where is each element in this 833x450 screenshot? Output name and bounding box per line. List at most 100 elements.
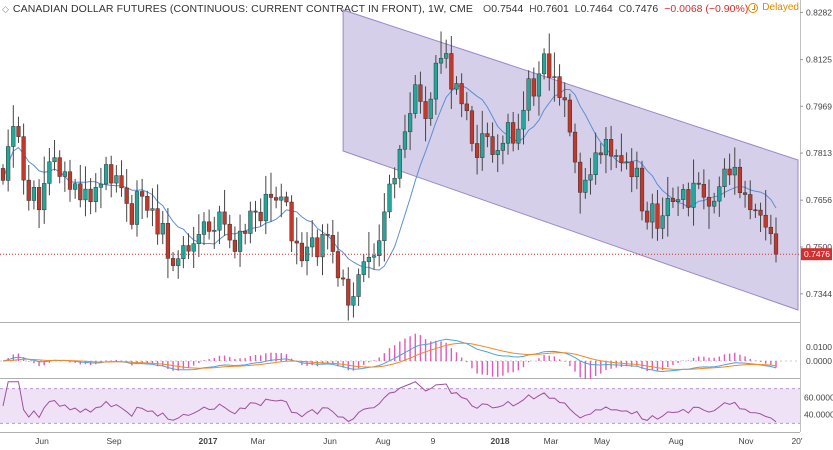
candle[interactable] (42, 156, 47, 224)
candle[interactable] (526, 70, 531, 122)
candle[interactable] (675, 186, 681, 216)
candle[interactable] (16, 116, 21, 143)
candle[interactable] (531, 67, 536, 106)
candle[interactable] (614, 149, 619, 169)
candle[interactable] (366, 231, 371, 279)
candle[interactable] (660, 197, 665, 240)
candle[interactable] (160, 210, 165, 245)
candle[interactable] (88, 178, 93, 215)
candle[interactable] (284, 191, 289, 207)
candle[interactable] (438, 31, 444, 74)
candle[interactable] (289, 195, 294, 253)
candle[interactable] (294, 217, 299, 265)
candle[interactable] (346, 267, 351, 321)
candle[interactable] (469, 105, 475, 152)
candle[interactable] (547, 33, 552, 91)
candle[interactable] (361, 254, 366, 283)
candle[interactable] (140, 178, 145, 220)
candle[interactable] (773, 217, 779, 263)
candle[interactable] (382, 193, 387, 262)
candle[interactable] (763, 189, 768, 241)
candle[interactable] (742, 180, 748, 208)
candle[interactable] (572, 123, 578, 174)
candle[interactable] (593, 132, 598, 185)
candle[interactable] (31, 180, 37, 210)
candle[interactable] (423, 86, 428, 142)
candle[interactable] (588, 157, 593, 195)
candle[interactable] (217, 205, 222, 245)
candle[interactable] (696, 172, 701, 190)
candle[interactable] (191, 226, 196, 269)
candle[interactable] (124, 169, 129, 222)
candle[interactable] (686, 182, 691, 217)
candle[interactable] (299, 232, 304, 268)
candle[interactable] (325, 223, 330, 250)
candle[interactable] (356, 268, 361, 306)
candle[interactable] (253, 200, 258, 232)
candle[interactable] (98, 167, 104, 209)
candle[interactable] (402, 114, 408, 159)
candle[interactable] (459, 73, 464, 118)
candle[interactable] (103, 156, 109, 191)
candle[interactable] (536, 61, 542, 116)
candle[interactable] (712, 192, 717, 214)
candle[interactable] (26, 164, 31, 211)
candle[interactable] (36, 179, 42, 229)
candle[interactable] (650, 193, 655, 239)
candle[interactable] (521, 91, 526, 145)
candle[interactable] (186, 233, 191, 260)
candle[interactable] (73, 178, 78, 199)
candle[interactable] (727, 153, 732, 186)
candle[interactable] (428, 92, 433, 126)
candle[interactable] (392, 167, 397, 199)
candle[interactable] (475, 124, 480, 175)
candle[interactable] (243, 223, 248, 245)
candle[interactable] (248, 201, 253, 244)
candle[interactable] (717, 176, 722, 217)
candle[interactable] (567, 93, 572, 137)
candle[interactable] (608, 125, 614, 171)
candle[interactable] (176, 250, 181, 279)
candle[interactable] (201, 212, 207, 246)
candle[interactable] (11, 105, 16, 168)
collapse-chevron-icon[interactable]: ◇ (2, 3, 9, 14)
candle[interactable] (320, 224, 325, 276)
candle[interactable] (119, 160, 124, 197)
candle[interactable] (304, 232, 310, 276)
candle[interactable] (274, 186, 279, 209)
candle[interactable] (552, 52, 557, 102)
candle[interactable] (578, 152, 583, 214)
candle[interactable] (413, 74, 418, 119)
candle[interactable] (444, 39, 449, 69)
candle[interactable] (6, 129, 11, 192)
candle[interactable] (155, 184, 160, 245)
candle[interactable] (78, 165, 83, 208)
candle[interactable] (706, 179, 712, 229)
candle[interactable] (732, 147, 737, 195)
candle[interactable] (351, 282, 356, 318)
candle[interactable] (57, 150, 62, 184)
candle[interactable] (268, 172, 274, 222)
candle[interactable] (603, 127, 609, 174)
candle[interactable] (93, 173, 98, 213)
candle[interactable] (691, 159, 696, 226)
candle[interactable] (629, 148, 634, 193)
candle[interactable] (541, 48, 547, 80)
candle[interactable] (722, 158, 727, 198)
candle[interactable] (341, 269, 346, 286)
candle[interactable] (335, 231, 341, 287)
candle[interactable] (408, 92, 413, 151)
candle[interactable] (212, 216, 217, 249)
candle[interactable] (665, 176, 670, 237)
candle[interactable] (371, 243, 377, 270)
candle[interactable] (21, 123, 26, 195)
candle[interactable] (330, 219, 335, 264)
candle[interactable] (449, 35, 454, 109)
candle[interactable] (737, 158, 743, 199)
candle[interactable] (485, 122, 490, 148)
candle[interactable] (129, 195, 134, 230)
candle[interactable] (511, 112, 516, 152)
candle[interactable] (748, 180, 753, 220)
candle[interactable] (62, 161, 67, 192)
candle[interactable] (433, 54, 438, 115)
